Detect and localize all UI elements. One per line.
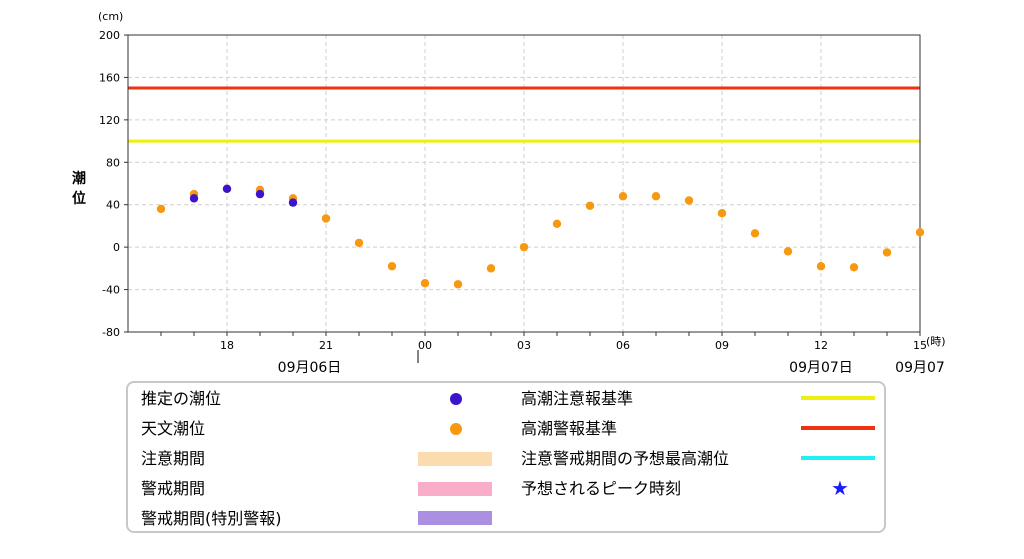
y-tick-label: 200 — [99, 29, 120, 42]
data-point — [915, 228, 925, 237]
legend-bar-warning-period — [418, 482, 492, 496]
x-tick-label: 15 — [913, 339, 927, 352]
data-point — [453, 280, 463, 289]
legend-box — [126, 381, 886, 533]
legend-label-warning-threshold: 高潮警報基準 — [521, 419, 618, 438]
y-unit-label: (cm) — [98, 10, 123, 23]
date-label: 09月07 — [895, 360, 945, 376]
data-point — [255, 189, 265, 199]
legend-star-icon: ★ — [831, 476, 849, 500]
legend-label-warning-period: 警戒期間 — [141, 479, 206, 498]
legend-dot-astronomical — [450, 423, 462, 435]
data-point — [684, 196, 694, 205]
legend-label-warning-period-special: 警戒期間(特別警報) — [141, 509, 282, 528]
data-point — [651, 192, 661, 201]
x-tick-label: 03 — [517, 339, 531, 352]
y-tick-label: 80 — [106, 156, 120, 169]
x-tick-label: 09 — [715, 339, 729, 352]
tide-chart: (cm) (時) 潮位 200 160 120 80 40 0 -40 -80 18 21 00 03… — [72, 10, 946, 376]
legend-line-caution-threshold — [801, 396, 875, 400]
data-point — [288, 198, 298, 207]
legend-label-caution-threshold: 高潮注意報基準 — [521, 389, 634, 408]
data-point — [750, 229, 760, 238]
data-point — [519, 242, 529, 252]
data-point — [816, 262, 826, 271]
data-point — [783, 247, 793, 256]
legend-label-forecast-max: 注意警戒期間の予想最高潮位 — [521, 449, 730, 468]
data-point — [717, 209, 727, 218]
legend-line-forecast-max — [801, 456, 875, 460]
y-tick-label: -80 — [102, 326, 120, 339]
date-label: 09月07日 — [789, 360, 853, 376]
data-point — [552, 219, 562, 229]
x-tick-label: 12 — [814, 339, 828, 352]
legend-label-caution-period: 注意期間 — [141, 449, 206, 468]
data-point — [222, 184, 232, 194]
data-point — [585, 201, 595, 210]
legend-label-peak-time: 予想されるピーク時刻 — [521, 479, 682, 498]
x-tick-label: 18 — [220, 339, 234, 352]
y-tick-label: 40 — [106, 199, 120, 212]
data-point — [156, 204, 166, 214]
data-point — [321, 214, 331, 223]
y-tick-label: 160 — [99, 71, 120, 84]
legend-bar-caution-period — [418, 452, 492, 466]
x-tick-label: 21 — [319, 339, 333, 352]
y-tick-label: 120 — [99, 114, 120, 127]
legend-dot-estimated — [450, 393, 462, 405]
x-unit-label: (時) — [926, 335, 946, 348]
data-point — [486, 264, 496, 273]
data-point — [354, 238, 364, 248]
data-point — [189, 194, 199, 203]
legend-line-warning-threshold — [801, 426, 875, 430]
legend-label-astronomical: 天文潮位 — [141, 419, 206, 438]
data-point — [882, 248, 892, 257]
data-point — [420, 279, 430, 288]
legend-label-estimated: 推定の潮位 — [141, 389, 222, 408]
data-point — [618, 192, 628, 201]
data-point — [849, 263, 859, 272]
legend-bar-warning-period-special — [418, 511, 492, 525]
y-tick-label: 0 — [113, 241, 120, 254]
x-tick-label: 06 — [616, 339, 630, 352]
y-axis-title: 潮位 — [72, 170, 86, 207]
y-tick-label: -40 — [102, 284, 120, 297]
x-tick-label: 00 — [418, 339, 432, 352]
date-label: 09月06日 — [278, 360, 342, 376]
data-point — [387, 262, 397, 271]
